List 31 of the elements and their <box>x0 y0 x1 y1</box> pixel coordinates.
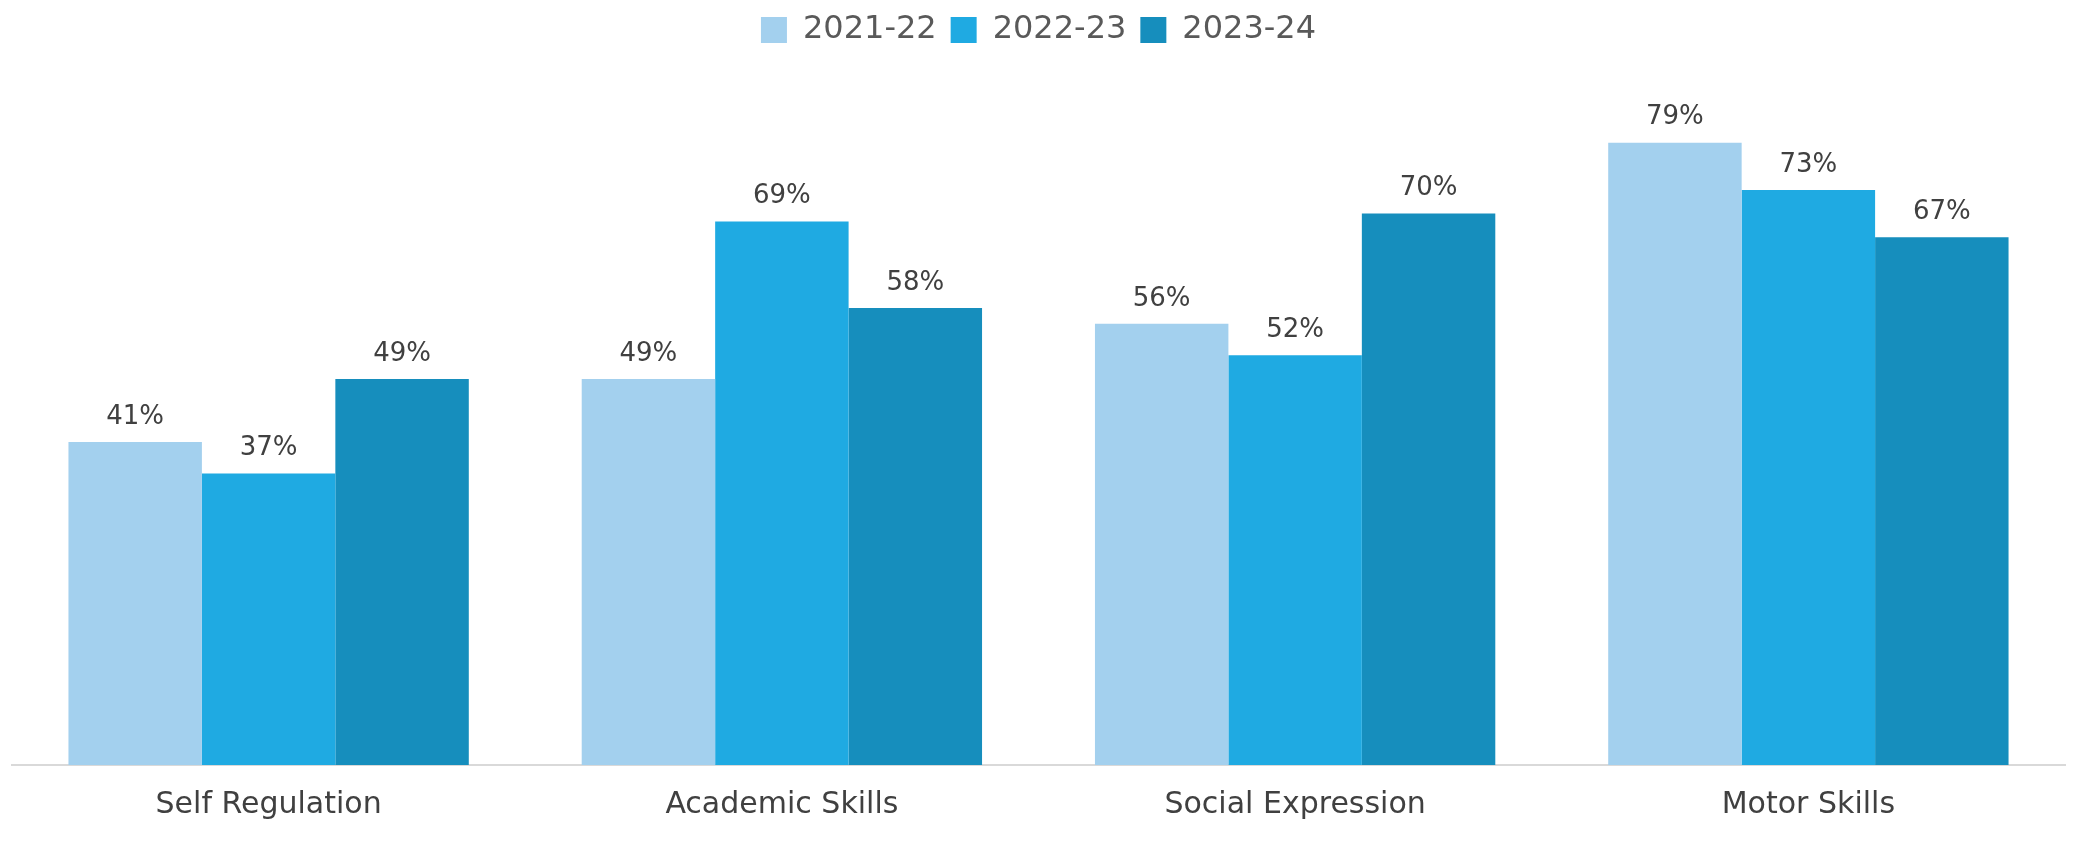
legend-label: 2022-23 <box>992 8 1127 47</box>
data-label: 41% <box>106 399 165 430</box>
bar <box>1741 189 1876 765</box>
data-label: 56% <box>1132 281 1191 312</box>
bar <box>581 378 716 765</box>
bar <box>335 378 469 765</box>
data-label: 52% <box>1266 313 1325 344</box>
bar <box>715 221 849 765</box>
x-tick-label: Self Regulation <box>155 784 382 820</box>
bar <box>848 308 983 765</box>
data-label: 49% <box>619 336 678 367</box>
legend-label: 2021-22 <box>802 8 937 47</box>
bar <box>201 473 336 765</box>
data-label: 73% <box>1779 147 1838 178</box>
data-label: 79% <box>1646 100 1704 131</box>
data-label: 69% <box>752 179 811 210</box>
bar <box>1094 323 1229 765</box>
bar <box>1228 355 1362 765</box>
bar <box>68 442 202 765</box>
x-tick-label: Motor Skills <box>1721 784 1896 820</box>
data-label: 49% <box>373 336 431 367</box>
data-label: 58% <box>886 265 945 296</box>
bar <box>1361 213 1496 765</box>
data-label: 67% <box>1912 194 1971 225</box>
bar <box>1875 237 2009 765</box>
data-label: 70% <box>1399 171 1458 202</box>
legend-label: 2023-24 <box>1182 8 1317 47</box>
x-tick-label: Social Expression <box>1164 784 1426 820</box>
data-label: 37% <box>239 431 298 462</box>
bar <box>1608 142 1742 765</box>
x-tick-label: Academic Skills <box>665 784 899 820</box>
